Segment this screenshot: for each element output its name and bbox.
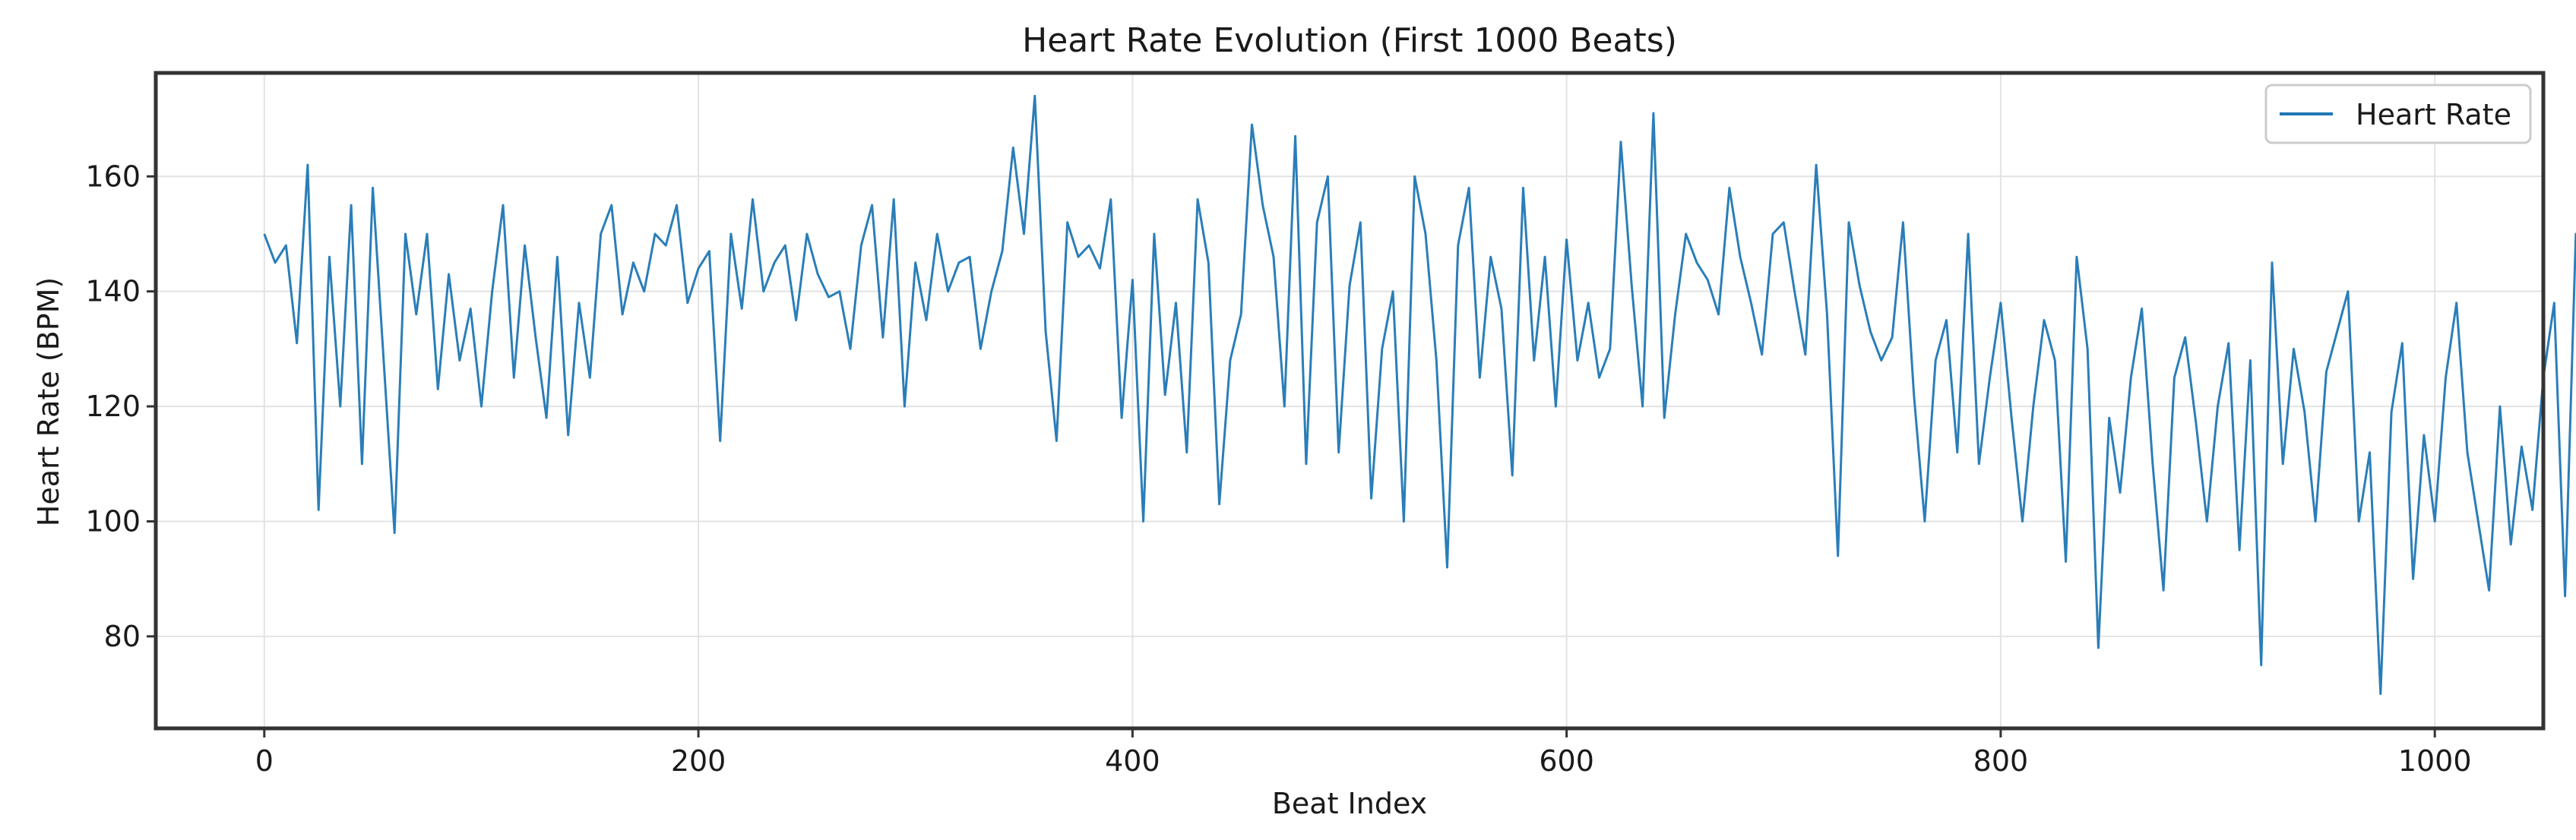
axis-ticks: 0 200 400 600 800 1000 80 100 120 140 160	[85, 159, 2471, 778]
series-layer	[263, 94, 2576, 696]
series-line-heart-rate	[263, 94, 2576, 696]
y-tick-label: 100	[85, 504, 141, 538]
x-tick-label: 600	[1539, 744, 1594, 778]
grid-lines	[156, 73, 2543, 728]
chart-title: Heart Rate Evolution (First 1000 Beats)	[1022, 21, 1677, 60]
plot-area-frame	[153, 71, 2546, 731]
x-tick-label: 1000	[2398, 744, 2472, 778]
legend-label-heart-rate: Heart Rate	[2356, 98, 2511, 131]
x-axis-label: Beat Index	[1272, 787, 1427, 820]
y-tick-label: 140	[85, 275, 141, 308]
y-tick-label: 80	[104, 620, 141, 653]
y-axis-label: Heart Rate (BPM)	[32, 277, 65, 526]
legend: Heart Rate	[2264, 84, 2532, 144]
x-tick-label: 800	[1973, 744, 2029, 778]
legend-box	[2264, 84, 2532, 144]
x-tick-label: 400	[1105, 744, 1160, 778]
x-tick-label: 0	[255, 744, 274, 778]
y-tick-label: 120	[85, 390, 141, 423]
y-tick-label: 160	[85, 159, 141, 193]
x-tick-label: 200	[671, 744, 726, 778]
